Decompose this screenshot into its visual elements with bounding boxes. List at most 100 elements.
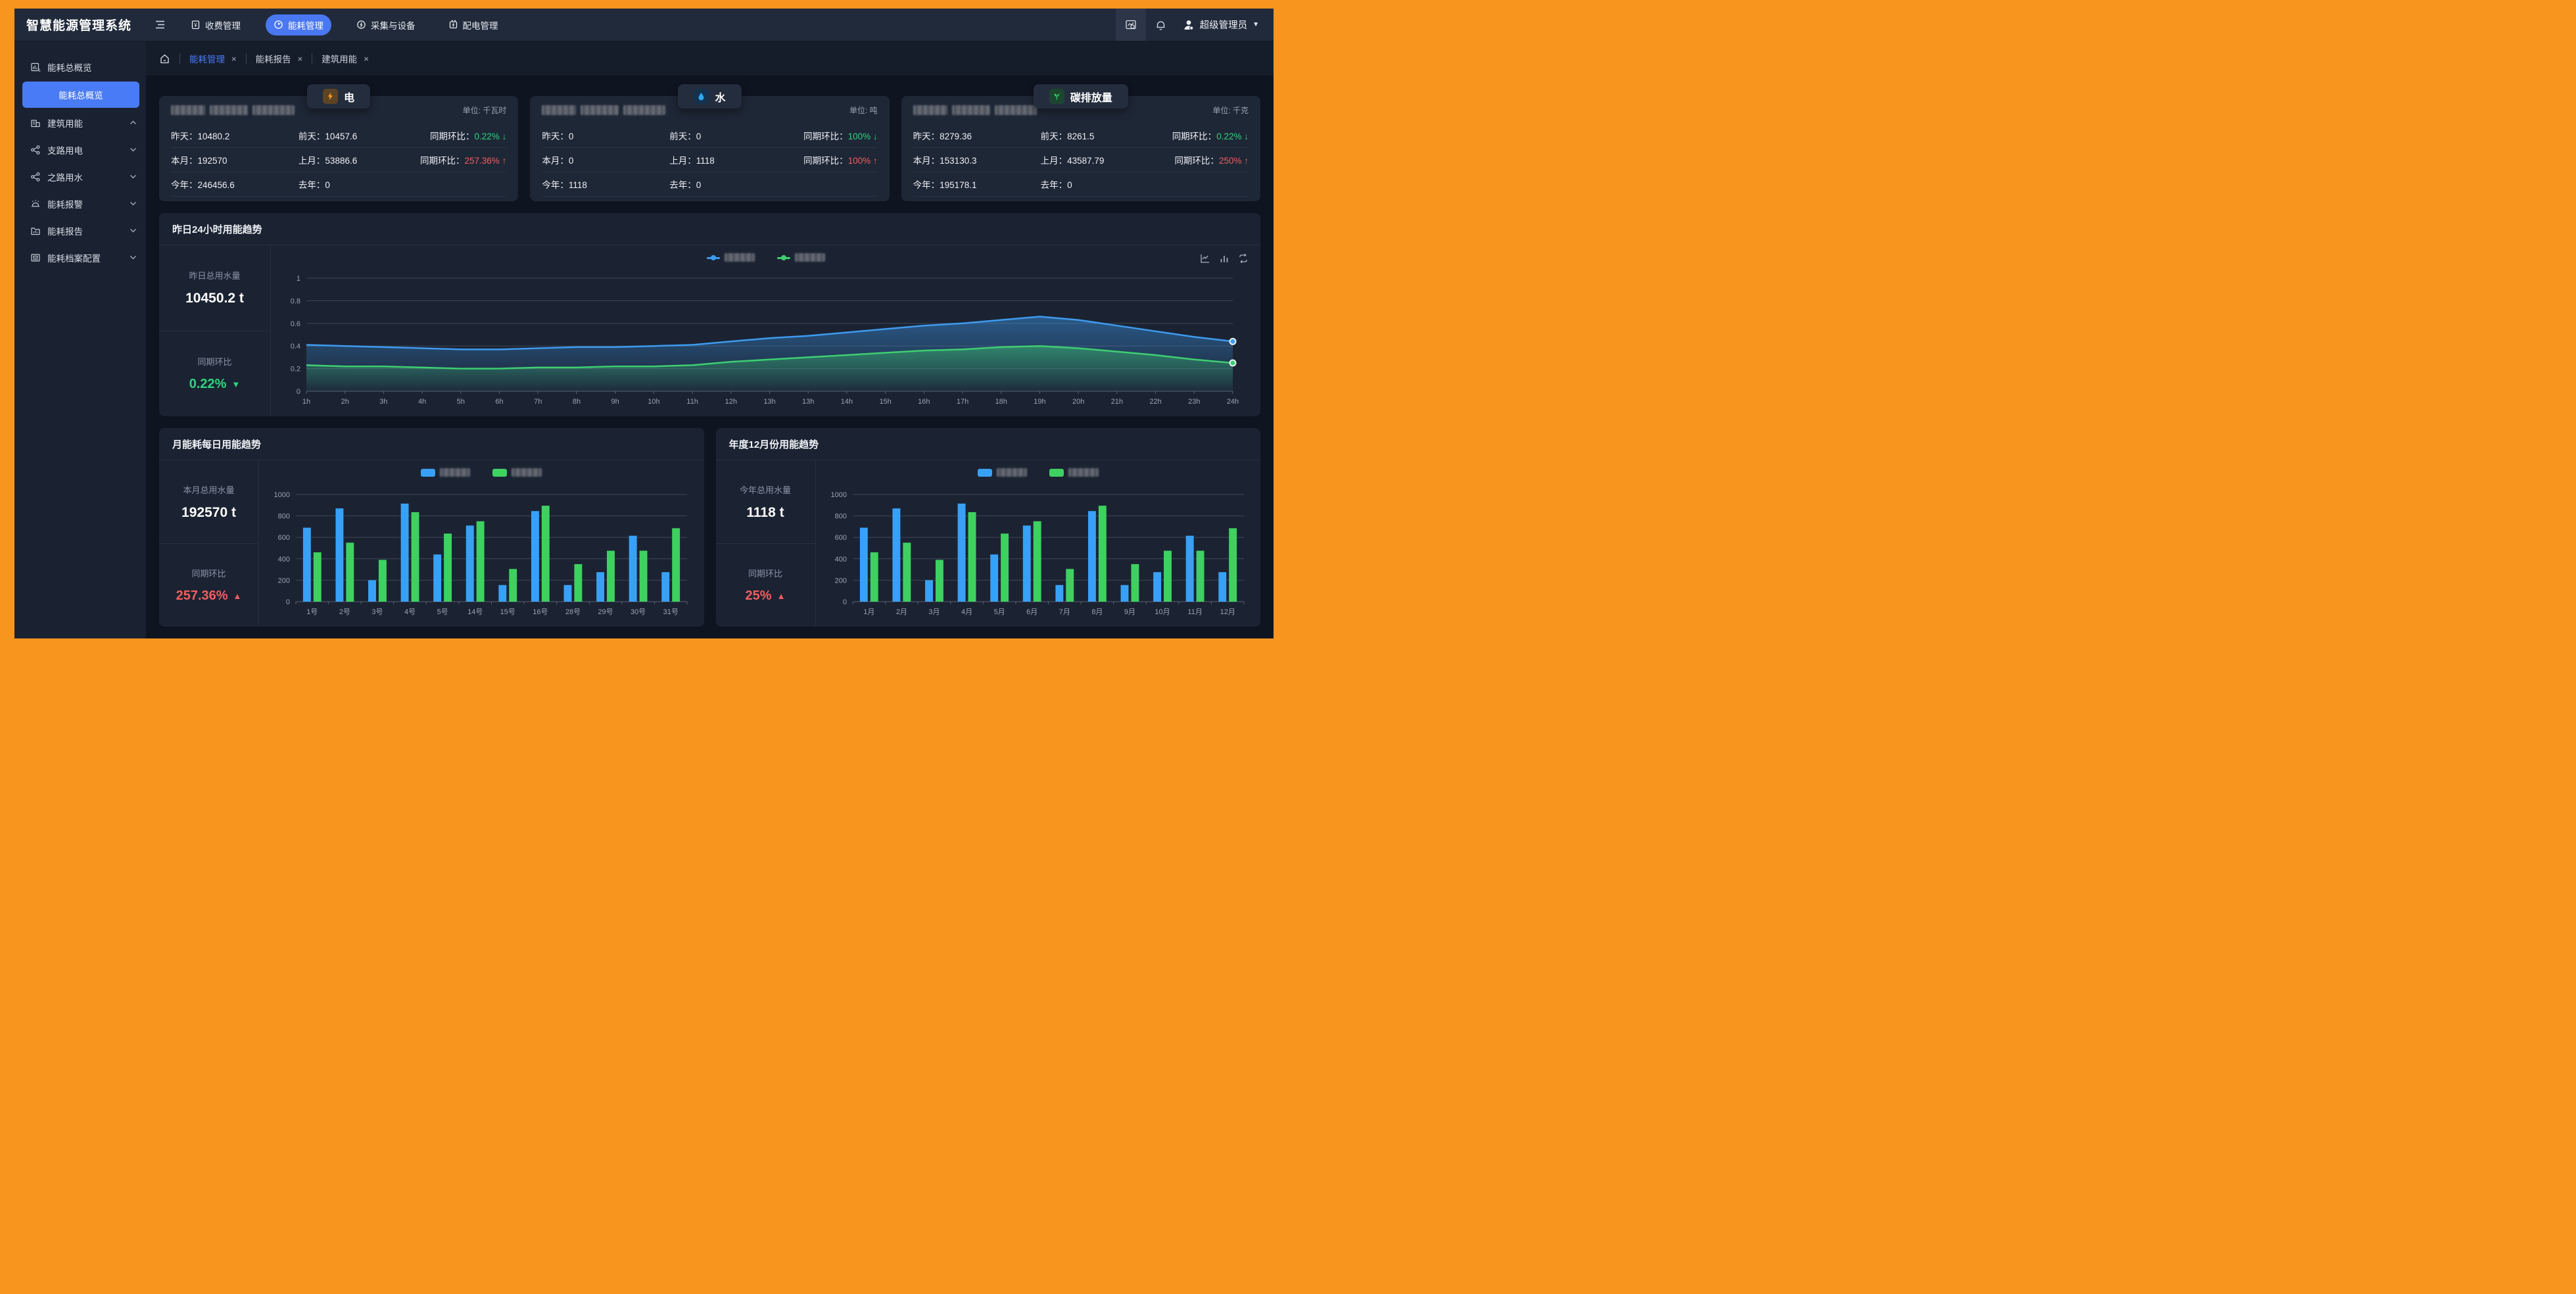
stat-this-year: 今年：1118	[542, 180, 587, 190]
legend-item-series-1[interactable]	[706, 253, 755, 262]
chevron-down-icon	[130, 175, 136, 179]
water-badge: 水	[678, 84, 742, 108]
notifications-button[interactable]	[1146, 9, 1176, 41]
bar-chart-icon[interactable]	[1219, 253, 1229, 264]
svg-text:200: 200	[278, 577, 290, 585]
svg-text:9月: 9月	[1124, 608, 1135, 616]
svg-text:23h: 23h	[1188, 398, 1200, 406]
legend-item-series-2[interactable]	[776, 253, 825, 262]
ratio-value: 0.22%	[474, 132, 500, 141]
stat-value: 1118 t	[746, 504, 784, 520]
badge-label: 电	[344, 92, 355, 104]
tab-energy-report[interactable]: 能耗报告 ×	[256, 52, 303, 65]
redacted-legend-label	[440, 468, 471, 477]
refresh-icon[interactable]	[1238, 253, 1249, 264]
svg-text:17h: 17h	[957, 398, 968, 406]
ratio-label: 同期环比：	[803, 156, 848, 166]
stat-value: 10450.2 t	[185, 291, 244, 306]
sidebar-item-label: 能耗报警	[47, 199, 83, 210]
home-tab-button[interactable]	[159, 53, 170, 64]
sidebar-subitem-energy-overview[interactable]: 能耗总概览	[22, 82, 139, 108]
svg-text:13h: 13h	[763, 398, 775, 406]
stat-row: 昨天：0 前天：0 同期环比：100% ↓	[542, 124, 878, 148]
close-icon[interactable]: ×	[231, 53, 237, 64]
hour-trend-chart[interactable]: 0 0.2 0.4 0.6 0.8 1 1h 2h 3h 4h 5h 6h 7h 8h 9h 10h 11h 12…	[276, 272, 1251, 414]
redacted-legend-label	[724, 253, 755, 262]
stat-label: 同期环比	[197, 357, 232, 368]
stat-yesterday: 昨天：8279.36	[913, 132, 972, 141]
stat-last-month: 上月：1118	[669, 156, 715, 166]
home-icon	[160, 54, 169, 63]
legend-item-series-2[interactable]	[492, 468, 542, 477]
svg-text:1号: 1号	[306, 608, 318, 616]
svg-text:0.4: 0.4	[291, 343, 300, 350]
sidebar-item-building-energy[interactable]: 建筑用能	[14, 109, 146, 136]
tab-building-energy[interactable]: 建筑用能 ×	[322, 52, 369, 65]
chevron-up-icon	[130, 120, 136, 124]
app-window: 智慧能源管理系统 ¥ 收费管理	[14, 9, 1274, 638]
legend-item-series-1[interactable]	[421, 468, 471, 477]
user-avatar-icon	[1184, 20, 1193, 30]
redacted-site-name	[171, 105, 295, 115]
lightning-icon	[323, 89, 339, 104]
stat-this-month: 本月：153130.3	[913, 156, 977, 166]
sidebar-item-energy-archive-config[interactable]: 能耗档案配置	[14, 244, 146, 271]
arrow-up-icon: ↑	[872, 156, 878, 166]
hour-trend-section: 昨日24小时用能趋势 昨日总用水量 10450.2 t 同期环比 0.22% ▼	[159, 213, 1260, 416]
svg-text:8月: 8月	[1091, 608, 1103, 616]
menu-item-billing[interactable]: ¥ 收费管理	[183, 14, 249, 36]
svg-text:21h: 21h	[1111, 398, 1123, 406]
menu-item-devices[interactable]: 采集与设备	[348, 14, 423, 36]
sidebar-item-energy-overview[interactable]: 1 能耗总概览	[14, 53, 146, 80]
stat-last-year: 去年：0	[669, 180, 702, 190]
legend-item-series-1[interactable]	[977, 468, 1027, 477]
chart-toolbox	[1200, 253, 1249, 264]
alarm-siren-icon	[32, 199, 39, 206]
sidebar-item-label: 能耗总概览	[59, 91, 103, 101]
stat-cards-row: 电 单位: 千瓦时 昨天：10480.2 前天：10457.6 同期环比：0.2…	[159, 84, 1260, 201]
user-menu[interactable]: 超级管理员 ▼	[1176, 18, 1274, 32]
sidebar: 1 能耗总概览 能耗总概览 建筑用能	[14, 41, 146, 638]
stat-value: 192570 t	[181, 504, 236, 520]
svg-text:22h: 22h	[1149, 398, 1161, 406]
redacted-legend-label	[512, 468, 542, 477]
sidebar-item-energy-alarm[interactable]: 能耗报警	[14, 190, 146, 217]
badge-label: 水	[715, 92, 726, 104]
redacted-legend-label	[1068, 468, 1099, 477]
svg-text:0.2: 0.2	[291, 366, 300, 373]
stat-card-carbon: 碳排放量 单位: 千克 昨天：8279.36 前天：8261.5 同期环比：0.…	[901, 84, 1260, 201]
tab-energy-management[interactable]: 能耗管理 ×	[189, 52, 237, 65]
line-marker-icon	[776, 254, 790, 262]
year-trend-chart[interactable]: 0 200 400 600 800 1000 1月 2月 3月 4月 5月 6月 7月 8月 9月 10月 11…	[821, 487, 1252, 624]
line-chart-icon[interactable]	[1200, 253, 1210, 264]
arrow-down-icon: ↓	[1244, 132, 1249, 141]
menu-item-label: 收费管理	[205, 20, 241, 31]
menu-item-energy[interactable]: 能耗管理	[266, 14, 332, 36]
redacted-site-name	[542, 105, 666, 115]
sidebar-item-branch-water[interactable]: 之路用水	[14, 163, 146, 190]
menu-item-power-distribution[interactable]: 配电管理	[441, 14, 506, 36]
stat-card-electricity: 电 单位: 千瓦时 昨天：10480.2 前天：10457.6 同期环比：0.2…	[159, 84, 519, 201]
energy-gauge-icon	[274, 20, 283, 29]
collapse-icon	[155, 20, 164, 29]
tab-label: 能耗管理	[189, 55, 225, 64]
sidebar-item-branch-electricity[interactable]: 支路用电	[14, 136, 146, 163]
legend-item-series-2[interactable]	[1049, 468, 1099, 477]
close-icon[interactable]: ×	[364, 53, 369, 64]
daily-trend-chart[interactable]: 0 200 400 600 800 1000 1号 2号 3号 4号 5号 14号 15号 16号 28号 2…	[264, 487, 695, 624]
bottom-sections-row: 月能耗每日用能趋势 本月总用水量 192570 t 同期环比 257.3	[159, 416, 1260, 627]
close-icon[interactable]: ×	[297, 53, 303, 64]
triangle-up-icon: ▲	[776, 591, 786, 601]
report-panel-button[interactable]	[1115, 9, 1146, 41]
svg-text:7月: 7月	[1059, 608, 1070, 616]
redacted-legend-label	[996, 468, 1027, 477]
chart-legend	[259, 468, 704, 477]
svg-text:24h: 24h	[1227, 398, 1239, 406]
section-title: 昨日24小时用能趋势	[172, 224, 262, 235]
sidebar-item-label: 建筑用能	[47, 118, 83, 129]
stat-day-before: 前天：8261.5	[1040, 132, 1095, 141]
sidebar-item-energy-report[interactable]: 能耗报告	[14, 217, 146, 244]
bar-marker-icon	[1049, 468, 1064, 477]
sidebar-collapse-button[interactable]	[150, 15, 170, 35]
arrow-down-icon: ↓	[502, 132, 507, 141]
